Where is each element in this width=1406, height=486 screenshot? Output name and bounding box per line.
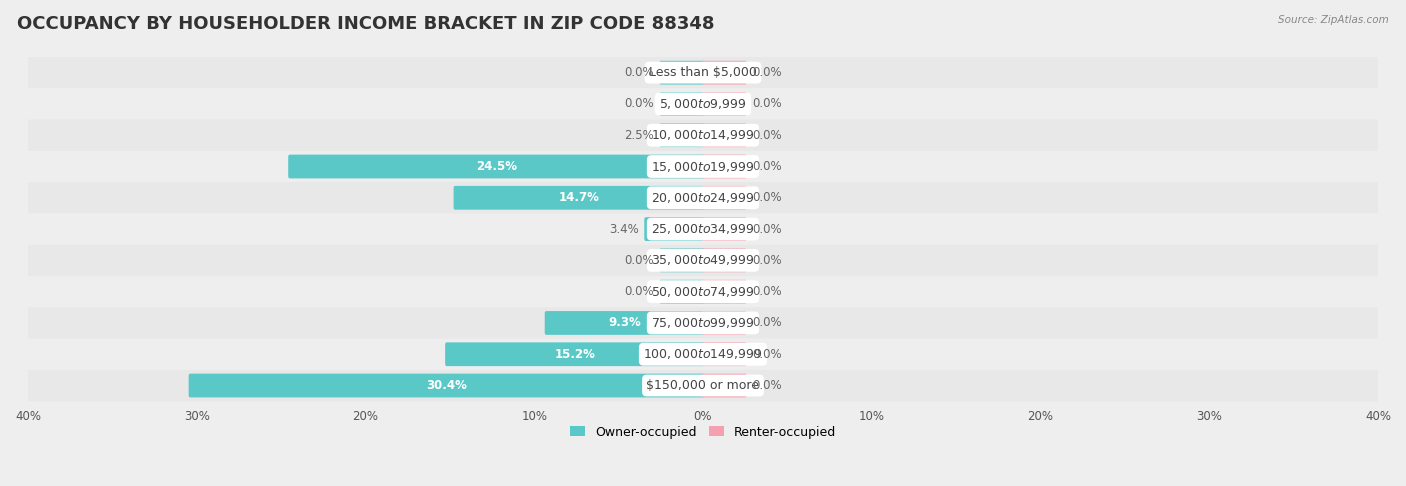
FancyBboxPatch shape: [702, 374, 747, 398]
Text: Less than $5,000: Less than $5,000: [650, 66, 756, 79]
Text: 9.3%: 9.3%: [609, 316, 641, 330]
FancyBboxPatch shape: [702, 280, 747, 304]
Text: 0.0%: 0.0%: [752, 379, 782, 392]
FancyBboxPatch shape: [702, 92, 747, 116]
Text: 0.0%: 0.0%: [624, 66, 654, 79]
Text: 0.0%: 0.0%: [752, 254, 782, 267]
Text: 30.4%: 30.4%: [426, 379, 467, 392]
Text: 24.5%: 24.5%: [475, 160, 517, 173]
FancyBboxPatch shape: [659, 248, 704, 272]
Text: $150,000 or more: $150,000 or more: [647, 379, 759, 392]
FancyBboxPatch shape: [0, 57, 1406, 88]
FancyBboxPatch shape: [0, 151, 1406, 182]
FancyBboxPatch shape: [702, 217, 747, 241]
FancyBboxPatch shape: [0, 182, 1406, 213]
Text: $15,000 to $19,999: $15,000 to $19,999: [651, 159, 755, 174]
Text: $35,000 to $49,999: $35,000 to $49,999: [651, 253, 755, 267]
Text: $5,000 to $9,999: $5,000 to $9,999: [659, 97, 747, 111]
FancyBboxPatch shape: [659, 92, 704, 116]
Text: 0.0%: 0.0%: [752, 66, 782, 79]
FancyBboxPatch shape: [0, 88, 1406, 120]
Text: 0.0%: 0.0%: [752, 129, 782, 142]
Text: 0.0%: 0.0%: [752, 223, 782, 236]
Text: Source: ZipAtlas.com: Source: ZipAtlas.com: [1278, 15, 1389, 25]
FancyBboxPatch shape: [659, 123, 704, 147]
FancyBboxPatch shape: [702, 186, 747, 209]
Text: $100,000 to $149,999: $100,000 to $149,999: [644, 347, 762, 361]
FancyBboxPatch shape: [702, 248, 747, 272]
Text: 0.0%: 0.0%: [752, 348, 782, 361]
FancyBboxPatch shape: [0, 370, 1406, 401]
Text: 0.0%: 0.0%: [752, 97, 782, 110]
Text: 2.5%: 2.5%: [624, 129, 654, 142]
FancyBboxPatch shape: [0, 276, 1406, 307]
FancyBboxPatch shape: [702, 123, 747, 147]
Text: 0.0%: 0.0%: [624, 285, 654, 298]
Text: $10,000 to $14,999: $10,000 to $14,999: [651, 128, 755, 142]
FancyBboxPatch shape: [544, 311, 704, 335]
Text: 3.4%: 3.4%: [609, 223, 638, 236]
Legend: Owner-occupied, Renter-occupied: Owner-occupied, Renter-occupied: [565, 420, 841, 444]
FancyBboxPatch shape: [0, 339, 1406, 370]
FancyBboxPatch shape: [0, 120, 1406, 151]
Text: 0.0%: 0.0%: [752, 285, 782, 298]
Text: 0.0%: 0.0%: [752, 316, 782, 330]
Text: OCCUPANCY BY HOUSEHOLDER INCOME BRACKET IN ZIP CODE 88348: OCCUPANCY BY HOUSEHOLDER INCOME BRACKET …: [17, 15, 714, 33]
Text: $75,000 to $99,999: $75,000 to $99,999: [651, 316, 755, 330]
Text: 15.2%: 15.2%: [554, 348, 595, 361]
Text: $20,000 to $24,999: $20,000 to $24,999: [651, 191, 755, 205]
FancyBboxPatch shape: [288, 155, 704, 178]
FancyBboxPatch shape: [659, 61, 704, 85]
Text: 0.0%: 0.0%: [752, 191, 782, 204]
Text: 0.0%: 0.0%: [624, 97, 654, 110]
FancyBboxPatch shape: [644, 217, 704, 241]
FancyBboxPatch shape: [702, 61, 747, 85]
FancyBboxPatch shape: [702, 342, 747, 366]
FancyBboxPatch shape: [0, 213, 1406, 245]
FancyBboxPatch shape: [446, 342, 704, 366]
FancyBboxPatch shape: [188, 374, 704, 398]
Text: $25,000 to $34,999: $25,000 to $34,999: [651, 222, 755, 236]
Text: 14.7%: 14.7%: [558, 191, 599, 204]
FancyBboxPatch shape: [702, 155, 747, 178]
FancyBboxPatch shape: [702, 311, 747, 335]
FancyBboxPatch shape: [0, 307, 1406, 339]
Text: 0.0%: 0.0%: [624, 254, 654, 267]
FancyBboxPatch shape: [454, 186, 704, 209]
FancyBboxPatch shape: [659, 280, 704, 304]
Text: $50,000 to $74,999: $50,000 to $74,999: [651, 285, 755, 299]
Text: 0.0%: 0.0%: [752, 160, 782, 173]
FancyBboxPatch shape: [0, 245, 1406, 276]
